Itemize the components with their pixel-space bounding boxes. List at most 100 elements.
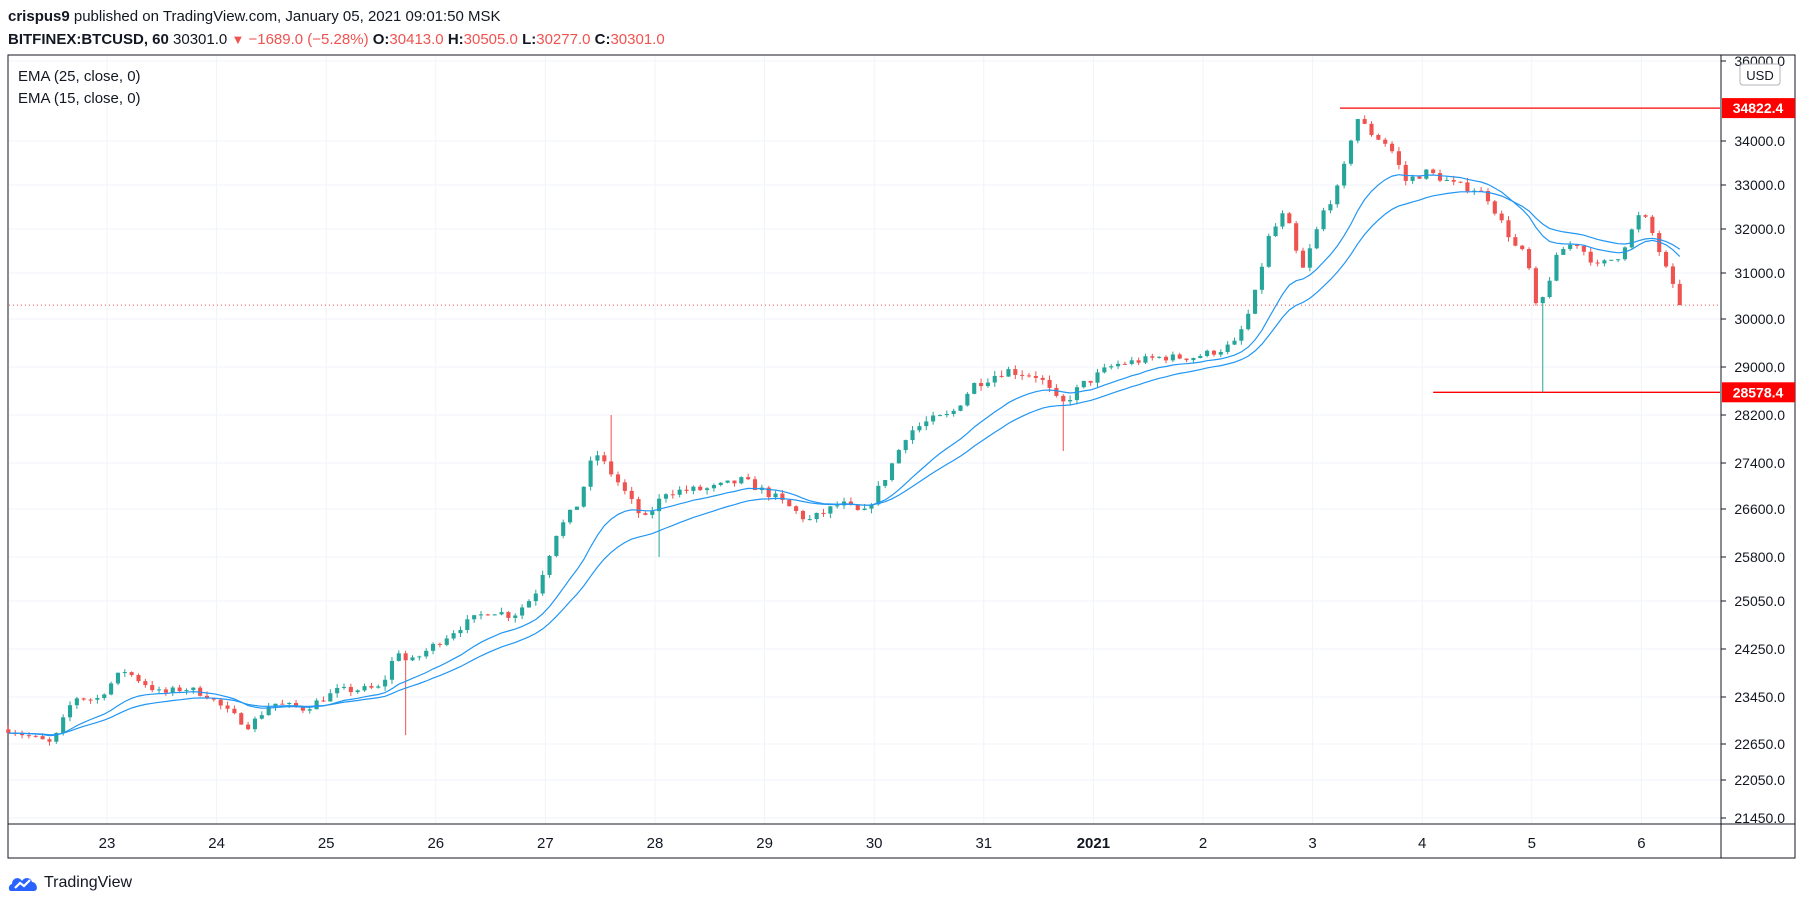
- candle-body: [1013, 369, 1018, 375]
- candle-body: [1513, 237, 1518, 246]
- time-tick-label: 25: [318, 835, 335, 852]
- candle-body: [903, 440, 908, 451]
- candle-body: [150, 685, 155, 691]
- candle-body: [985, 382, 990, 387]
- horizontal-levels: 34822.4 28578.4: [9, 98, 1795, 403]
- candle-body: [1259, 266, 1264, 290]
- candle-body: [1348, 140, 1354, 164]
- symbol-label: BITFINEX:BTCUSD, 60: [8, 31, 169, 48]
- candle-body: [526, 601, 532, 608]
- candle-body: [677, 489, 682, 495]
- candle-body: [1211, 350, 1217, 355]
- candle-body: [643, 513, 648, 515]
- time-tick-label: 29: [756, 835, 773, 852]
- candle-body: [855, 504, 860, 511]
- price-tick-label: 29000.0: [1734, 359, 1785, 375]
- candle-body: [259, 715, 264, 719]
- candle-body: [478, 614, 484, 616]
- candle-body: [650, 511, 655, 515]
- legend-ema-25[interactable]: EMA (25, close, 0): [18, 68, 141, 85]
- candle-body: [1506, 220, 1511, 238]
- price-tick-label: 25800.0: [1734, 549, 1785, 565]
- brand-name[interactable]: TradingView: [44, 874, 133, 891]
- candle-body: [718, 482, 723, 486]
- candle-body: [1650, 216, 1655, 234]
- author-name[interactable]: crispus9: [8, 8, 70, 25]
- candle-body: [403, 653, 408, 661]
- candle-body: [410, 657, 415, 661]
- currency-badge[interactable]: USD: [1739, 63, 1781, 86]
- candle-body: [1485, 191, 1491, 202]
- candle-body: [1609, 259, 1614, 261]
- level-price-tag: [1722, 98, 1795, 119]
- candle-body: [321, 700, 326, 702]
- candle-body: [280, 703, 285, 705]
- level-price-label: 28578.4: [1733, 384, 1784, 400]
- time-tick-label: 31: [975, 835, 992, 852]
- candle-body: [1054, 387, 1059, 396]
- candle-body: [684, 489, 689, 491]
- candle-body: [348, 686, 353, 693]
- candle-body: [787, 499, 792, 507]
- time-tick-label: 27: [537, 835, 554, 852]
- candle-body: [595, 455, 600, 461]
- candle-body: [1636, 215, 1641, 230]
- candle-body: [1129, 360, 1134, 364]
- candle-body: [540, 574, 545, 594]
- time-tick-label: 23: [99, 835, 116, 852]
- candle-body: [1355, 119, 1360, 141]
- candle-body: [725, 480, 730, 483]
- candle-body: [1218, 351, 1223, 355]
- candle-body: [1458, 181, 1463, 183]
- candle-body: [691, 486, 696, 491]
- candle-body: [1533, 268, 1538, 304]
- candle-body: [47, 739, 52, 742]
- time-tick-label: 28: [647, 835, 664, 852]
- candle-body: [341, 686, 347, 688]
- candle-body: [143, 681, 148, 686]
- low-label: L:: [522, 31, 537, 48]
- candle-body: [1451, 180, 1456, 182]
- candle-body: [204, 695, 210, 699]
- candle-body: [965, 393, 970, 406]
- published-text: published on TradingView.com, January 05…: [69, 8, 501, 25]
- time-tick-label: 2021: [1077, 835, 1110, 852]
- close-value: 30301.0: [610, 31, 665, 48]
- candle-body: [184, 690, 189, 692]
- candle-body: [437, 643, 442, 645]
- candle-body: [828, 506, 833, 514]
- candle-body: [958, 405, 963, 411]
- time-axis[interactable]: 23 24 25 26 27 28 29 30 31 2021 2 3 4 5 6: [99, 835, 1646, 852]
- candle-body: [102, 694, 107, 699]
- candle-body: [1157, 356, 1162, 358]
- price-tick-label: 33000.0: [1734, 177, 1785, 193]
- candle-body: [225, 705, 230, 709]
- candle-body: [622, 482, 627, 491]
- ema-line-25: [8, 191, 1681, 736]
- indicator-legend: EMA (25, close, 0) EMA (15, close, 0): [18, 68, 141, 107]
- open-value: 30413.0: [389, 31, 444, 48]
- ticker-line: BITFINEX:BTCUSD, 60 30301.0 ▼ −1689.0 (−…: [8, 29, 665, 50]
- candle-body: [472, 615, 477, 620]
- candle-body: [1020, 374, 1025, 376]
- candle-body: [1074, 387, 1080, 401]
- candle-body: [1616, 259, 1621, 261]
- candle-body: [424, 650, 429, 657]
- candle-body: [1574, 244, 1580, 246]
- candle-body: [369, 686, 374, 688]
- candle-body: [663, 494, 669, 499]
- candle-body: [451, 633, 456, 639]
- legend-ema-15[interactable]: EMA (15, close, 0): [18, 90, 141, 107]
- candle-body: [1191, 358, 1196, 361]
- candle-body: [670, 494, 675, 496]
- candle-body: [1095, 372, 1100, 383]
- candle-body: [1109, 366, 1114, 368]
- price-axis[interactable]: 21450.0 22050.0 22650.0 23450.0 24250.0 25050…: [1721, 53, 1785, 826]
- candle-body: [1670, 266, 1675, 284]
- candle-body: [389, 660, 395, 680]
- candle-body: [266, 706, 271, 716]
- candle-body: [328, 693, 333, 702]
- candle-body: [869, 504, 874, 509]
- candle-body: [211, 698, 216, 700]
